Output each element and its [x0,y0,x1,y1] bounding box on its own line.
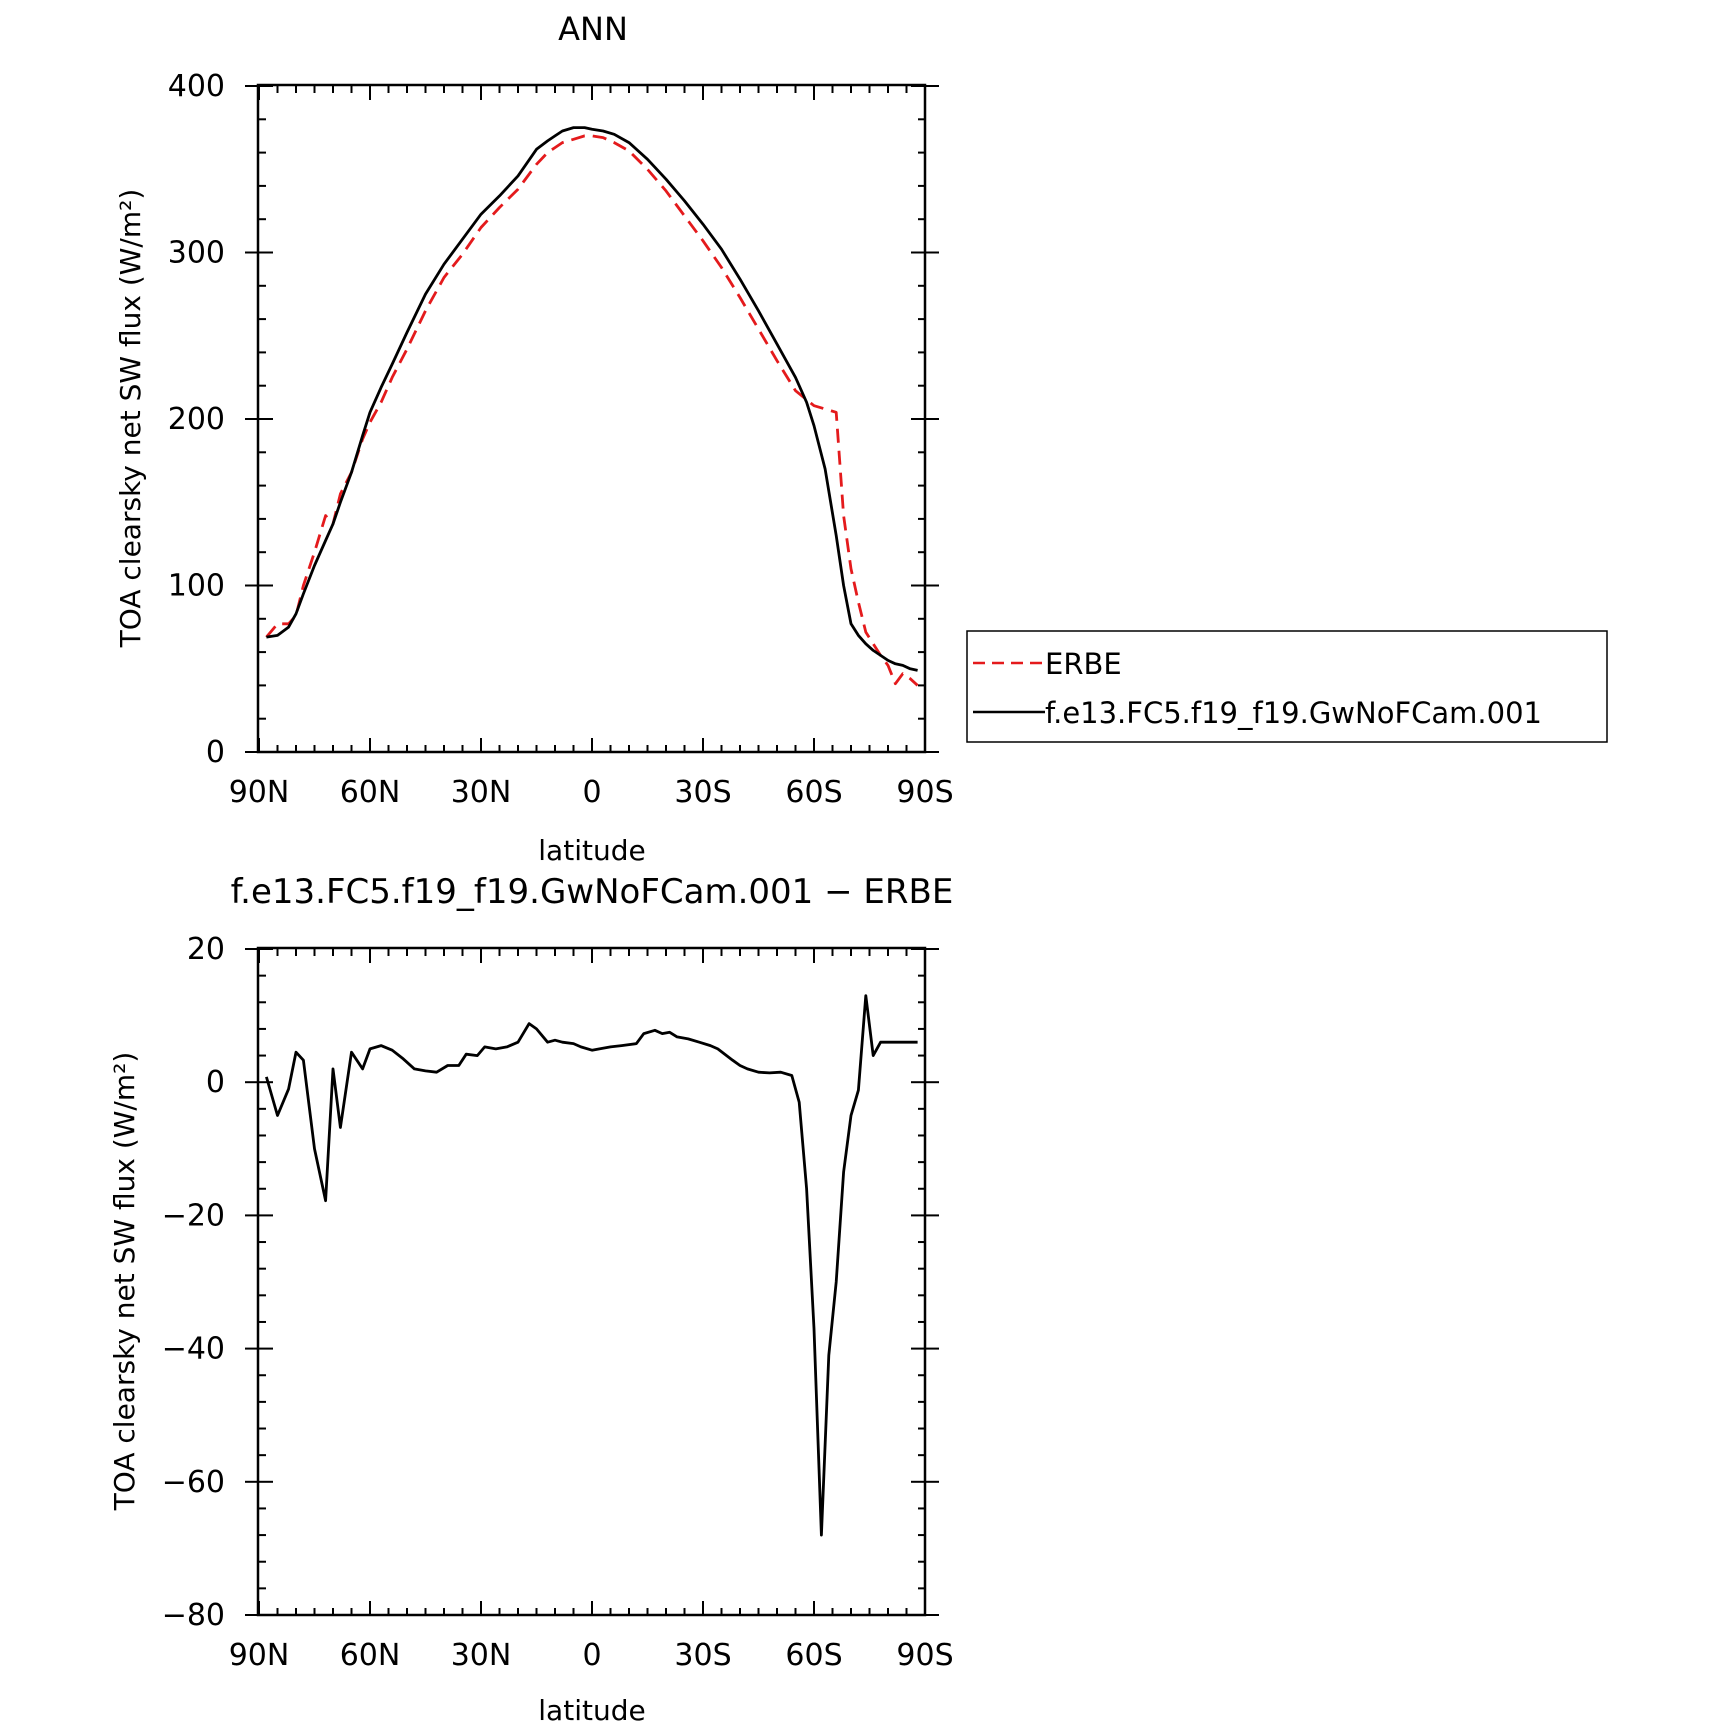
y-tick-label: −40 [162,1332,225,1367]
x-tick-label: 30S [674,775,731,810]
x-tick-label: 60N [340,775,401,810]
y-tick-label: 300 [168,236,225,271]
legend-model-label: f.e13.FC5.f19_f19.GwNoFCam.001 [1045,696,1542,730]
y-tick-label: 100 [168,569,225,604]
y-tick-label: 0 [206,1065,225,1100]
x-tick-label: 30N [451,1638,512,1673]
y-tick-label: −20 [162,1198,225,1233]
top-y-axis-label: TOA clearsky net SW flux (W/m²) [114,189,147,649]
top-tick-marks [245,85,939,753]
bottom-x-tick-labels: 90N 60N 30N 0 30S 60S 90S [229,1638,954,1673]
series-line-0-0 [265,134,919,687]
bottom-chart-title: f.e13.FC5.f19_f19.GwNoFCam.001 − ERBE [231,872,954,912]
y-tick-label: 400 [168,69,225,104]
top-chart-title: ANN [558,10,628,48]
top-panel: ANN 90N 60N 30N 0 30S 60S 90S 0 100 200 300 400 la… [114,10,1608,867]
legend: ERBE f.e13.FC5.f19_f19.GwNoFCam.001 [966,630,1608,743]
x-tick-label: 90S [896,1638,953,1673]
top-plot-frame [256,83,927,754]
top-x-tick-labels: 90N 60N 30N 0 30S 60S 90S [229,775,954,810]
y-tick-label: 200 [168,402,225,437]
top-y-tick-labels: 0 100 200 300 400 [168,69,225,770]
x-tick-label: 30N [451,775,512,810]
x-tick-label: 60S [785,775,842,810]
x-tick-label: 60N [340,1638,401,1673]
y-tick-label: −80 [162,1598,225,1633]
bottom-y-tick-labels: −80 −60 −40 −20 0 20 [162,932,225,1633]
bottom-panel: f.e13.FC5.f19_f19.GwNoFCam.001 − ERBE 90… [108,872,954,1723]
bottom-series-group [265,994,918,1537]
x-tick-label: 0 [582,1638,601,1673]
bottom-y-axis-label: TOA clearsky net SW flux (W/m²) [108,1052,141,1512]
legend-erbe-label: ERBE [1045,647,1122,681]
series-line-0-1 [266,126,918,672]
bottom-x-axis-label: latitude [538,1694,645,1723]
series-line-1-0 [265,994,918,1537]
x-tick-label: 0 [582,775,601,810]
top-series-group [265,126,919,687]
y-tick-label: −60 [162,1465,225,1500]
y-tick-label: 0 [206,735,225,770]
bottom-plot-frame [256,946,927,1617]
x-tick-label: 30S [674,1638,731,1673]
legend-box [966,630,1608,743]
x-tick-label: 90S [896,775,953,810]
x-tick-label: 60S [785,1638,842,1673]
top-x-axis-label: latitude [538,834,645,867]
x-tick-label: 90N [229,1638,290,1673]
y-tick-label: 20 [187,932,225,967]
x-tick-label: 90N [229,775,290,810]
